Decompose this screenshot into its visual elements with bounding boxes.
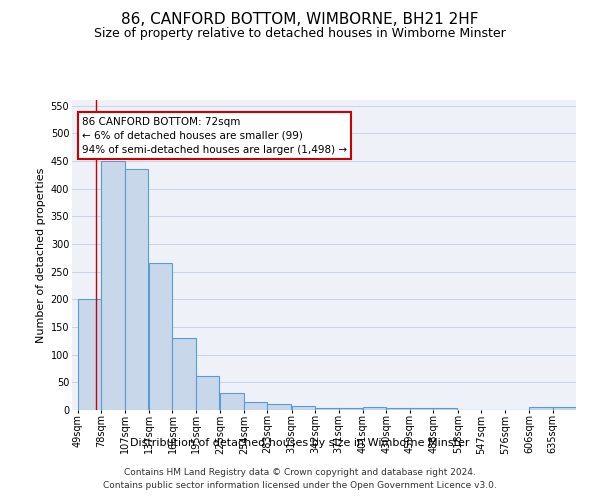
Bar	[553, 407, 576, 410]
Text: 86, CANFORD BOTTOM, WIMBORNE, BH21 2HF: 86, CANFORD BOTTOM, WIMBORNE, BH21 2HF	[121, 12, 479, 28]
Bar	[267, 404, 291, 410]
Bar	[244, 402, 267, 410]
Text: Contains HM Land Registry data © Crown copyright and database right 2024.: Contains HM Land Registry data © Crown c…	[124, 468, 476, 477]
Text: 86 CANFORD BOTTOM: 72sqm
← 6% of detached houses are smaller (99)
94% of semi-de: 86 CANFORD BOTTOM: 72sqm ← 6% of detache…	[82, 116, 347, 154]
Bar	[315, 408, 338, 410]
Bar	[529, 407, 553, 410]
Bar	[363, 407, 386, 410]
Bar	[125, 169, 148, 410]
Bar	[292, 406, 315, 410]
Bar	[172, 338, 196, 410]
Bar	[101, 161, 125, 410]
Bar	[149, 264, 172, 410]
Text: Size of property relative to detached houses in Wimborne Minster: Size of property relative to detached ho…	[94, 28, 506, 40]
Bar	[386, 408, 410, 410]
Bar	[410, 408, 433, 410]
Text: Contains public sector information licensed under the Open Government Licence v3: Contains public sector information licen…	[103, 482, 497, 490]
Bar	[433, 408, 457, 410]
Y-axis label: Number of detached properties: Number of detached properties	[37, 168, 46, 342]
Bar	[77, 300, 101, 410]
Bar	[338, 408, 362, 410]
Bar	[220, 394, 244, 410]
Text: Distribution of detached houses by size in Wimborne Minster: Distribution of detached houses by size …	[130, 438, 470, 448]
Bar	[196, 376, 220, 410]
